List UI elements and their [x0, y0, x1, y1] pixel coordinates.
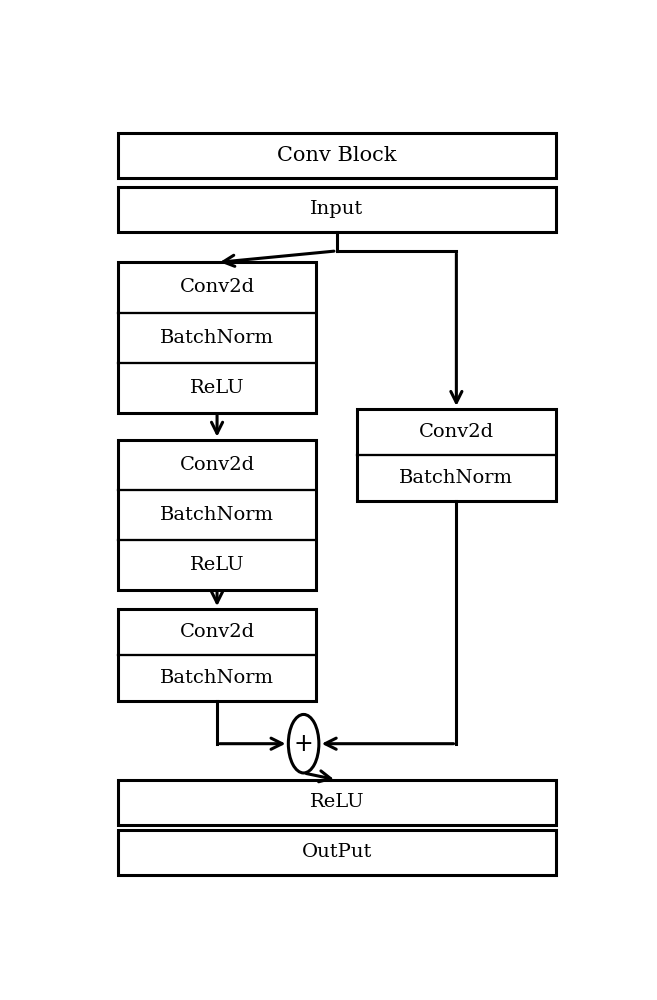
Bar: [118, 187, 556, 232]
Bar: [118, 440, 317, 590]
Text: BatchNorm: BatchNorm: [160, 669, 274, 687]
Text: OutPut: OutPut: [302, 843, 372, 861]
Text: ReLU: ReLU: [190, 556, 244, 574]
Text: BatchNorm: BatchNorm: [160, 506, 274, 524]
Text: Conv2d: Conv2d: [419, 423, 494, 441]
Text: Conv Block: Conv Block: [277, 146, 396, 165]
Text: ReLU: ReLU: [309, 793, 364, 811]
Text: Input: Input: [310, 200, 363, 218]
Text: Conv2d: Conv2d: [179, 278, 255, 296]
Bar: [118, 830, 556, 875]
Bar: [118, 780, 556, 825]
Text: ReLU: ReLU: [190, 379, 244, 397]
Text: +: +: [294, 732, 313, 756]
Bar: [118, 133, 556, 178]
Text: Conv2d: Conv2d: [179, 456, 255, 474]
Text: BatchNorm: BatchNorm: [399, 469, 513, 487]
Text: Conv2d: Conv2d: [179, 623, 255, 641]
Bar: [118, 609, 317, 701]
Bar: [357, 409, 556, 501]
Text: BatchNorm: BatchNorm: [160, 329, 274, 347]
Bar: [118, 262, 317, 413]
